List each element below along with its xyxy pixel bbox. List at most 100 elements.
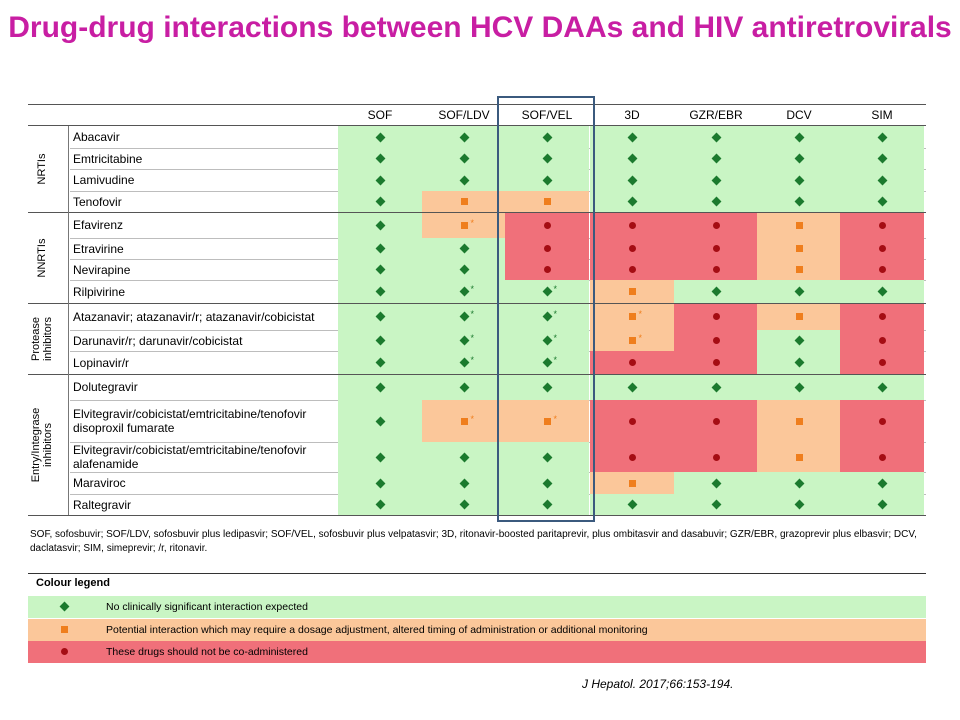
group-rule [28,515,926,516]
drug-class-label: Protease inhibitors [30,303,54,374]
do-not-coadminister-dot-icon [878,359,886,366]
group-bracket [68,303,69,374]
legend-row: Potential interaction which may require … [28,619,926,641]
do-not-coadminister-dot-icon [712,417,720,425]
column-header: SOF [367,108,393,122]
sof-vel-highlight-box [497,96,595,522]
footnote-asterisk: * [470,217,475,228]
group-bracket [68,126,69,212]
abbreviations-note: SOF, sofosbuvir; SOF/LDV, sofosbuvir plu… [30,529,917,554]
drug-name: Lopinavir/r [73,355,130,370]
do-not-coadminister-dot-icon [628,221,636,229]
potential-interaction-square-icon [628,337,636,344]
do-not-coadminister-dot-icon [712,245,720,252]
no-interaction-diamond-icon [59,601,70,612]
do-not-coadminister-dot-icon [543,266,551,273]
drug-name: Darunavir/r; darunavir/cobicistat [73,333,243,348]
do-not-coadminister-dot-icon [878,313,886,320]
footnote-asterisk: * [638,333,643,343]
potential-interaction-square-icon [628,288,636,295]
drug-name: Dolutegravir [73,380,138,394]
do-not-coadminister-dot-icon [628,453,636,461]
do-not-coadminister-dot-icon [878,221,886,229]
potential-interaction-square-icon [628,479,636,487]
potential-interaction-square-icon [460,221,468,229]
group-bracket [68,374,69,515]
footnote-asterisk: * [470,284,475,294]
do-not-coadminister-dot-icon [628,417,636,425]
potential-interaction-square-icon [795,266,803,273]
drug-class-label: NRTIs [36,126,48,212]
group-rule [28,212,926,213]
legend-title: Colour legend [36,577,110,589]
column-header: SOF/LDV [438,108,490,122]
citation: J Hepatol. 2017;66:153-194. [582,677,734,691]
do-not-coadminister-dot-icon [712,337,720,344]
do-not-coadminister-dot-icon [628,266,636,273]
footnote-asterisk: * [470,355,475,365]
drug-class-text: Protease inhibitors [30,316,54,361]
footnote-asterisk: * [553,355,558,365]
drug-name: Maraviroc [73,476,126,490]
do-not-coadminister-dot-icon [878,245,886,252]
drug-class-label: Entry/Integrase inhibitors [30,374,54,515]
column-header: DCV [786,108,812,122]
footnote-asterisk: * [470,333,475,343]
drug-name: Raltegravir [73,497,132,512]
legend-text: Potential interaction which may require … [106,624,648,636]
potential-interaction-square-icon [460,198,468,205]
group-rule [28,303,926,304]
drug-name: Rilpivirine [73,284,126,299]
footnote-asterisk: * [470,309,475,319]
potential-interaction-square-icon [61,626,68,633]
group-rule [28,374,926,375]
interaction-table: SOF SOF/LDV SOF/VEL 3D GZR/EBR DCV SIM Abacavir… [28,104,926,517]
drug-class-text: NRTIs [36,153,48,185]
do-not-coadminister-dot-icon [61,648,68,655]
drug-name: Elvitegravir/cobicistat/emtricitabine/te… [73,443,307,471]
footnote-asterisk: * [470,413,475,424]
potential-interaction-square-icon [460,417,468,425]
do-not-coadminister-dot-icon [712,266,720,273]
do-not-coadminister-dot-icon [543,245,551,252]
drug-name: Emtricitabine [73,151,143,166]
drug-name: Abacavir [73,130,120,144]
drug-name: Atazanavir; atazanavir/r; atazanavir/cob… [73,309,315,324]
footnote-asterisk: * [553,413,558,424]
column-header: SIM [871,108,893,122]
footnote-asterisk: * [553,333,558,343]
footnote-asterisk: * [638,309,643,319]
drug-class-text: Entry/Integrase inhibitors [30,407,54,482]
legend-text: No clinically significant interaction ex… [106,601,308,613]
potential-interaction-square-icon [795,417,803,425]
drug-class-label: NNRTIs [36,212,48,303]
do-not-coadminister-dot-icon [712,359,720,366]
potential-interaction-square-icon [543,417,551,425]
do-not-coadminister-dot-icon [878,337,886,344]
potential-interaction-square-icon [795,245,803,252]
drug-name: Elvitegravir/cobicistat/emtricitabine/te… [73,407,307,435]
table-top-rule [28,104,926,105]
do-not-coadminister-dot-icon [878,266,886,273]
potential-interaction-square-icon [628,313,636,320]
legend-row: No clinically significant interaction ex… [28,596,926,618]
colour-legend: Colour legend No clinically significant … [28,573,926,663]
drug-class-text: NNRTIs [36,238,48,277]
column-header: GZR/EBR [689,108,743,122]
do-not-coadminister-dot-icon [712,221,720,229]
header-rule [28,125,926,126]
column-header: SOF/VEL [521,108,573,122]
do-not-coadminister-dot-icon [628,359,636,366]
drug-name: Etravirine [73,241,124,256]
legend-row: These drugs should not be co-administere… [28,641,926,663]
potential-interaction-square-icon [795,453,803,461]
drug-name: Nevirapine [73,262,131,277]
do-not-coadminister-dot-icon [543,221,551,229]
drug-name: Lamivudine [73,173,135,187]
footnote-asterisk: * [553,284,558,294]
drug-name: Efavirenz [73,218,124,232]
do-not-coadminister-dot-icon [712,313,720,320]
potential-interaction-square-icon [543,198,551,205]
do-not-coadminister-dot-icon [712,453,720,461]
potential-interaction-square-icon [795,313,803,320]
